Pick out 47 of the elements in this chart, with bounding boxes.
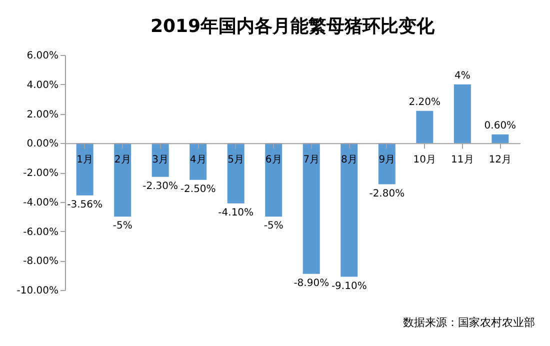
y-tick-label: -6.00% (23, 226, 58, 238)
data-label: 2.20% (408, 96, 441, 108)
data-label: -5% (112, 220, 132, 232)
y-tick-label: -10.00% (16, 286, 58, 296)
y-tick-label: 0.00% (26, 138, 58, 150)
bar (76, 143, 94, 196)
data-label: -2.50% (180, 184, 216, 195)
source-note: 数据来源：国家农村农业部 (403, 316, 535, 329)
x-tick-label: 3月 (152, 154, 169, 166)
y-tick-label: 4.00% (26, 80, 58, 91)
x-tick-label: 12月 (488, 154, 512, 166)
bar (378, 143, 396, 184)
y-tick-label: 2.00% (26, 109, 58, 120)
data-label: -5% (264, 220, 284, 232)
x-tick-label: 8月 (340, 154, 358, 166)
bar (416, 110, 434, 144)
x-tick-label: 9月 (378, 154, 396, 166)
bar (190, 143, 207, 180)
x-tick-label: 5月 (228, 154, 244, 166)
data-label: -2.80% (369, 188, 405, 200)
data-label: -2.30% (142, 180, 178, 192)
y-tick-label: -4.00% (23, 197, 58, 208)
bar (302, 143, 320, 274)
x-tick-label: 11月 (451, 154, 474, 166)
x-tick-label: 2月 (114, 154, 131, 166)
x-tick-label: 4月 (190, 154, 206, 166)
data-label: 4% (454, 70, 470, 82)
y-tick-label: -2.00% (23, 168, 58, 179)
data-label: -9.10% (331, 280, 367, 292)
data-label: -3.56% (67, 199, 103, 210)
bar (227, 143, 244, 204)
bar (454, 84, 471, 144)
x-tick-label: 6月 (265, 154, 282, 166)
data-label: -4.10% (218, 207, 254, 218)
y-tick-label: 6.00% (26, 50, 58, 62)
bar (340, 143, 358, 277)
data-label: 0.60% (484, 120, 516, 132)
chart-title: 2019年国内各月能繁母猪环比变化 (150, 16, 436, 37)
bar (265, 143, 282, 217)
bar (114, 143, 132, 217)
x-tick-label: 7月 (303, 154, 320, 166)
x-tick-label: 1月 (76, 154, 94, 166)
data-label: -8.90% (294, 278, 330, 289)
x-tick-label: 10月 (413, 154, 436, 166)
bar (152, 143, 169, 177)
bar (492, 134, 509, 144)
y-tick-label: -8.00% (23, 256, 58, 268)
